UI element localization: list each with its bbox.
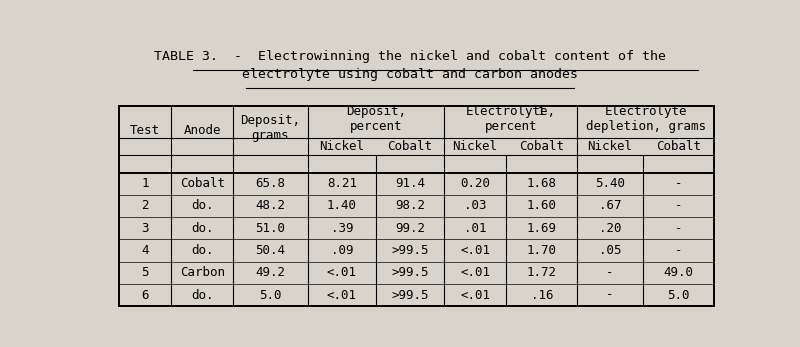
Text: Cobalt: Cobalt — [519, 140, 564, 153]
Text: 8.21: 8.21 — [327, 177, 357, 190]
Text: Nickel: Nickel — [319, 140, 364, 153]
Text: 1.68: 1.68 — [526, 177, 557, 190]
Text: .20: .20 — [598, 222, 622, 235]
Text: .03: .03 — [464, 200, 486, 212]
Text: >99.5: >99.5 — [391, 244, 429, 257]
Text: Cobalt: Cobalt — [180, 177, 225, 190]
Text: 5.0: 5.0 — [259, 288, 282, 302]
Text: >99.5: >99.5 — [391, 266, 429, 279]
Text: TABLE 3.  -  Electrowinning the nickel and cobalt content of the: TABLE 3. - Electrowinning the nickel and… — [154, 50, 666, 63]
Text: do.: do. — [191, 288, 214, 302]
Text: 1.40: 1.40 — [327, 200, 357, 212]
Text: 49.2: 49.2 — [255, 266, 286, 279]
Text: <.01: <.01 — [460, 266, 490, 279]
Text: 1: 1 — [538, 107, 545, 117]
Text: Carbon: Carbon — [180, 266, 225, 279]
Text: do.: do. — [191, 222, 214, 235]
Text: Anode: Anode — [183, 124, 221, 137]
Text: 99.2: 99.2 — [395, 222, 425, 235]
Text: 3: 3 — [141, 222, 149, 235]
Text: -: - — [606, 266, 614, 279]
Text: <.01: <.01 — [327, 288, 357, 302]
Text: .16: .16 — [530, 288, 553, 302]
Text: 4: 4 — [141, 244, 149, 257]
Text: 5.40: 5.40 — [595, 177, 625, 190]
Text: <.01: <.01 — [460, 288, 490, 302]
Text: -: - — [674, 177, 682, 190]
Text: 65.8: 65.8 — [255, 177, 286, 190]
Text: .05: .05 — [598, 244, 622, 257]
Text: electrolyte using cobalt and carbon anodes: electrolyte using cobalt and carbon anod… — [242, 68, 578, 81]
Text: 1.70: 1.70 — [526, 244, 557, 257]
Text: Cobalt: Cobalt — [656, 140, 701, 153]
Text: -: - — [674, 222, 682, 235]
Text: 1.69: 1.69 — [526, 222, 557, 235]
Text: do.: do. — [191, 244, 214, 257]
Text: Nickel: Nickel — [453, 140, 498, 153]
Text: Cobalt: Cobalt — [387, 140, 433, 153]
Text: -: - — [674, 200, 682, 212]
Text: 98.2: 98.2 — [395, 200, 425, 212]
Text: -: - — [606, 288, 614, 302]
Text: 0.20: 0.20 — [460, 177, 490, 190]
Text: 48.2: 48.2 — [255, 200, 286, 212]
Text: .01: .01 — [464, 222, 486, 235]
Text: 51.0: 51.0 — [255, 222, 286, 235]
Text: 5.0: 5.0 — [667, 288, 690, 302]
Text: Electrolyte,
percent: Electrolyte, percent — [466, 105, 556, 133]
Text: .09: .09 — [330, 244, 353, 257]
Text: Test: Test — [130, 124, 160, 137]
Text: 5: 5 — [141, 266, 149, 279]
Text: <.01: <.01 — [460, 244, 490, 257]
Text: <.01: <.01 — [327, 266, 357, 279]
Text: 1.60: 1.60 — [526, 200, 557, 212]
Text: 1.72: 1.72 — [526, 266, 557, 279]
Text: 49.0: 49.0 — [663, 266, 693, 279]
Text: 2: 2 — [141, 200, 149, 212]
Text: Electrolyte
depletion, grams: Electrolyte depletion, grams — [586, 105, 706, 133]
Text: Deposit,
grams: Deposit, grams — [241, 114, 301, 142]
Text: -: - — [674, 244, 682, 257]
Text: 1: 1 — [141, 177, 149, 190]
Text: >99.5: >99.5 — [391, 288, 429, 302]
Text: Nickel: Nickel — [587, 140, 633, 153]
Text: 6: 6 — [141, 288, 149, 302]
Text: Deposit,
percent: Deposit, percent — [346, 105, 406, 133]
Text: .39: .39 — [330, 222, 353, 235]
Text: do.: do. — [191, 200, 214, 212]
Text: 50.4: 50.4 — [255, 244, 286, 257]
Text: .67: .67 — [598, 200, 622, 212]
Text: 91.4: 91.4 — [395, 177, 425, 190]
